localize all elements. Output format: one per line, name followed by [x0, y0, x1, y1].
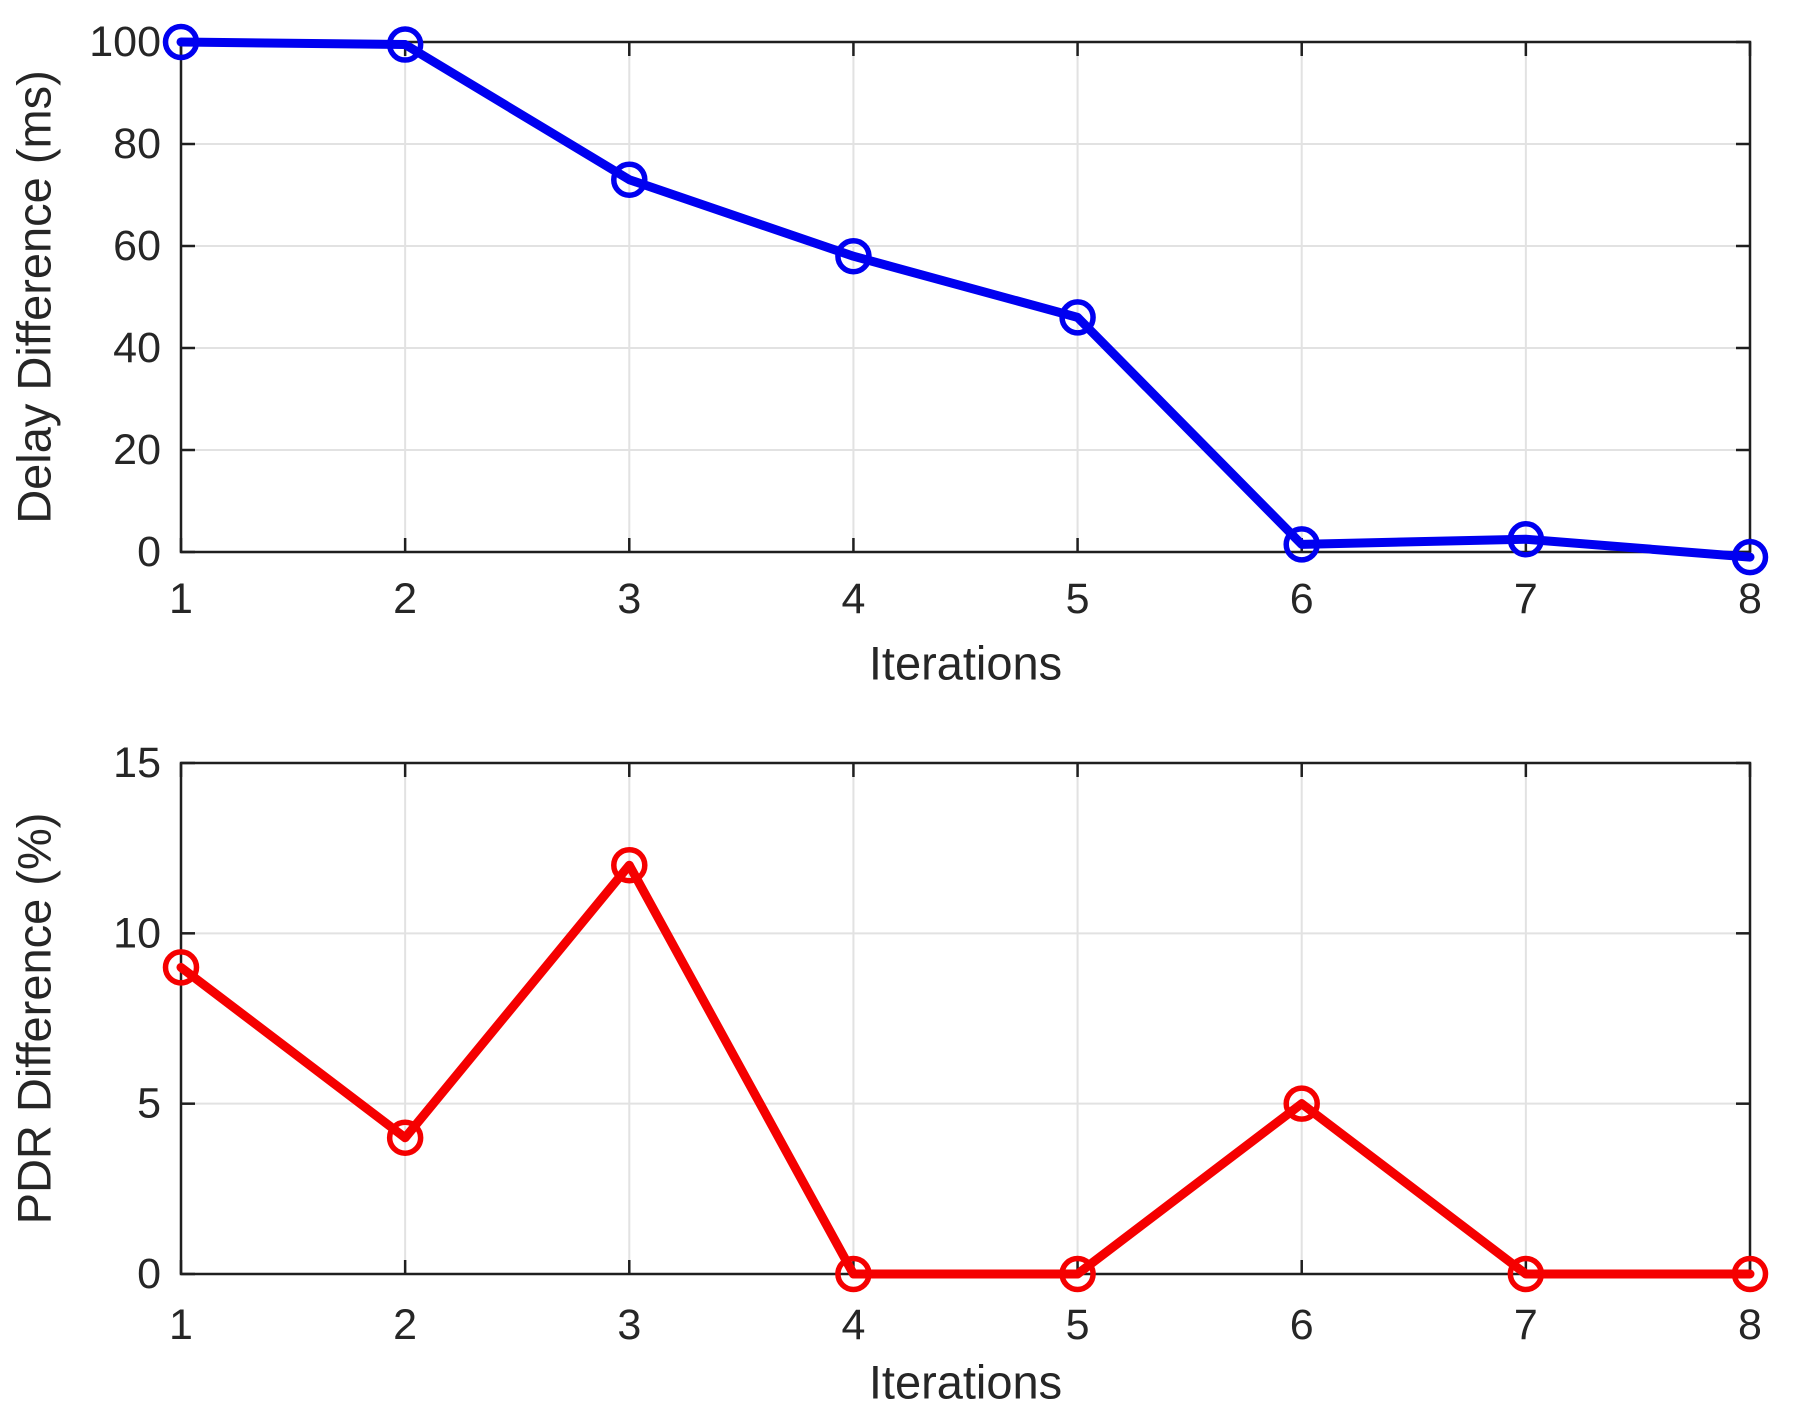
x-tick-label: 1 — [169, 1301, 193, 1349]
x-tick-label: 2 — [393, 575, 417, 623]
x-tick-label: 4 — [841, 575, 865, 623]
data-point-marker — [1059, 1255, 1096, 1293]
x-tick-label: 7 — [1514, 1301, 1538, 1349]
y-axis-label: PDR Difference (%) — [8, 813, 61, 1225]
x-axis-label: Iterations — [869, 637, 1062, 690]
plot-frame — [179, 761, 1752, 1276]
x-tick-label: 1 — [169, 575, 193, 623]
data-point-marker — [162, 23, 200, 61]
x-tick-label: 7 — [1514, 575, 1538, 623]
x-tick-label: 8 — [1738, 575, 1762, 623]
data-point-marker — [835, 237, 872, 275]
x-tick-label: 4 — [841, 1301, 865, 1349]
data-point-marker — [1283, 1085, 1320, 1122]
data-point-marker — [1731, 538, 1769, 576]
data-point-marker — [162, 949, 200, 986]
data-line — [176, 860, 1755, 1279]
y-axis-label: Delay Difference (ms) — [8, 70, 61, 524]
x-tick-label: 5 — [1066, 1301, 1090, 1349]
data-point-marker — [386, 1119, 424, 1156]
y-tick-label: 80 — [113, 120, 161, 168]
pdr-difference-chart: 1 2 3 4 5 6 7 8 0 5 10 15 Iterations PDR Difference (… — [8, 739, 1769, 1409]
data-point-marker — [835, 1255, 872, 1293]
x-tick-label: 2 — [393, 1301, 417, 1349]
x-tick-label: 3 — [617, 1301, 641, 1349]
y-tick-label: 0 — [137, 528, 161, 576]
data-line — [176, 37, 1755, 562]
y-tick-label: 15 — [113, 739, 161, 787]
plot-frame — [179, 40, 1752, 554]
data-point-marker — [1507, 1255, 1545, 1293]
x-axis-label: Iterations — [869, 1356, 1062, 1409]
y-tick-label: 20 — [113, 426, 161, 474]
data-point-marker — [1507, 521, 1545, 558]
x-tick-label: 8 — [1738, 1301, 1762, 1349]
data-point-marker — [1731, 1255, 1769, 1293]
data-point-marker — [386, 26, 424, 63]
x-tick-label: 5 — [1066, 575, 1090, 623]
x-tick-label: 3 — [617, 575, 641, 623]
y-tick-label: 40 — [113, 324, 161, 372]
y-tick-label: 10 — [113, 909, 161, 957]
y-tick-label: 0 — [137, 1250, 161, 1298]
x-tick-label: 6 — [1290, 1301, 1314, 1349]
data-point-marker — [1283, 526, 1320, 563]
data-point-marker — [611, 161, 648, 198]
y-tick-label: 100 — [89, 18, 161, 66]
data-point-marker — [611, 846, 648, 884]
y-tick-label: 60 — [113, 222, 161, 270]
data-point-marker — [1059, 299, 1096, 336]
y-tick-label: 5 — [137, 1080, 161, 1128]
x-tick-label: 6 — [1290, 575, 1314, 623]
